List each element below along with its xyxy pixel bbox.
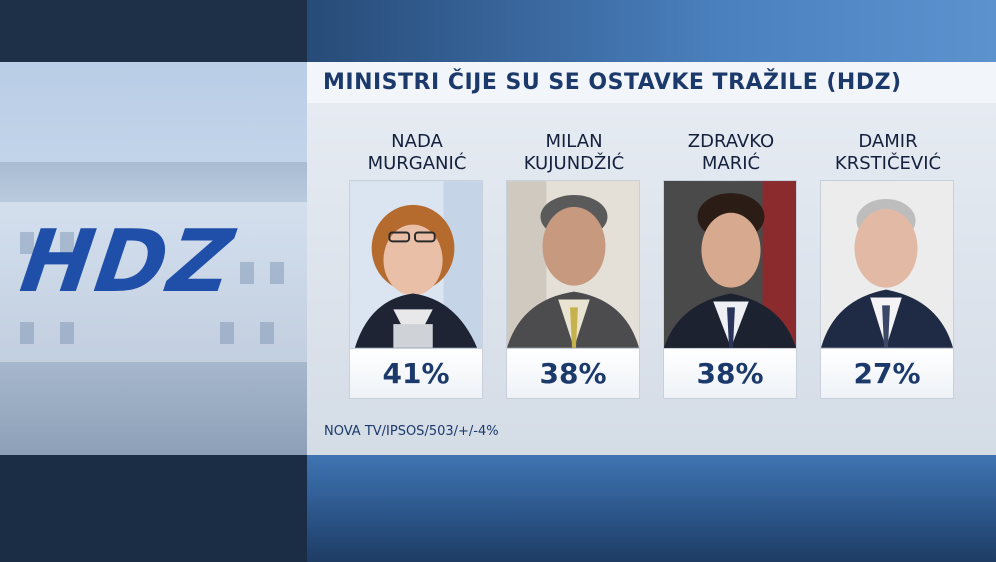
candidate-photo: [349, 180, 483, 349]
page-title: MINISTRI ČIJE SU SE OSTAVKE TRAŽILE (HDZ…: [323, 70, 902, 95]
top-band-left: [0, 0, 307, 62]
candidate-name: MILAN KUJUNDŽIĆ: [523, 131, 625, 174]
percent-value: 38%: [696, 357, 764, 390]
logo-panel: HDZ: [0, 62, 307, 455]
portrait-image: [821, 181, 953, 348]
percent-box: 38%: [663, 349, 797, 399]
bottom-band-left: [0, 455, 307, 562]
title-bar: MINISTRI ČIJE SU SE OSTAVKE TRAŽILE (HDZ…: [307, 62, 996, 103]
hdz-logo: HDZ: [14, 212, 241, 312]
bottom-band-right: [307, 455, 996, 562]
candidate-photo: [506, 180, 640, 349]
candidate-photo: [820, 180, 954, 349]
candidate-name: ZDRAVKO MARIĆ: [687, 131, 775, 174]
building-background: [0, 162, 307, 372]
percent-box: 38%: [506, 349, 640, 399]
percent-value: 41%: [382, 357, 450, 390]
percent-value: 27%: [853, 357, 921, 390]
portrait-image: [350, 181, 482, 348]
top-band-right: [307, 0, 996, 62]
main-panel: NADA MURGANIĆ 41% MILAN KUJUNDŽIĆ: [307, 103, 996, 455]
candidate-name: DAMIR KRSTIČEVIĆ: [834, 131, 942, 174]
source-note: NOVA TV/IPSOS/503/+/-4%: [324, 424, 499, 439]
portrait-image: [507, 181, 639, 348]
percent-value: 38%: [539, 357, 607, 390]
portrait-image: [664, 181, 796, 348]
square-ground: [0, 362, 307, 455]
percent-box: 27%: [820, 349, 954, 399]
candidate-photo: [663, 180, 797, 349]
percent-box: 41%: [349, 349, 483, 399]
candidate-name: NADA MURGANIĆ: [367, 131, 467, 174]
